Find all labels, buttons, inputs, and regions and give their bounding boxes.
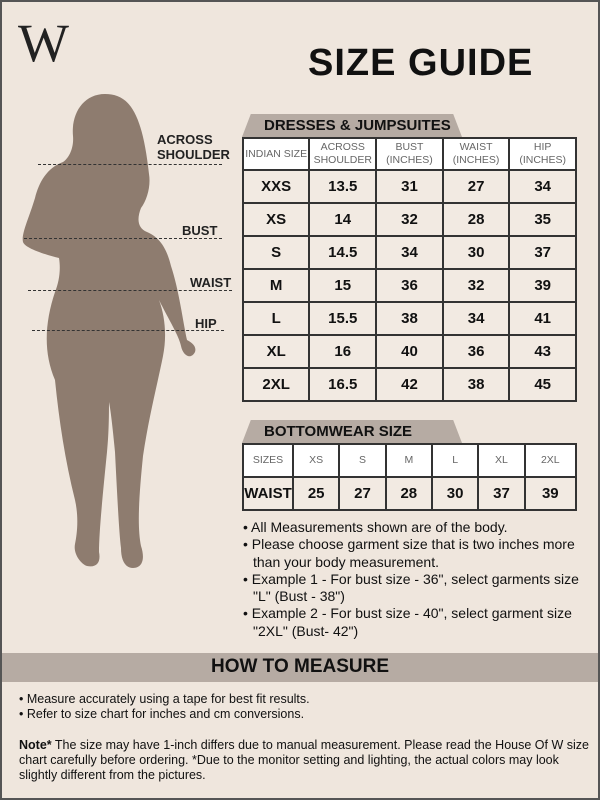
table-cell: XXS (241, 169, 311, 204)
dresses-tab: DRESSES & JUMPSUITES (242, 114, 462, 137)
table-cell: 39 (523, 476, 578, 511)
brand-logo: W (18, 13, 69, 73)
note-item: • All Measurements shown are of the body… (243, 519, 508, 535)
column-header: XL (477, 443, 526, 478)
column-header: HIP (INCHES) (508, 137, 577, 171)
table-cell: 34 (375, 235, 444, 270)
bust-line (24, 238, 222, 239)
table-cell: 31 (375, 169, 444, 204)
hip-label: HIP (195, 316, 217, 331)
table-row: M 15 36 32 39 (241, 268, 577, 303)
measure-item: • Measure accurately using a tape for be… (19, 692, 310, 706)
table-cell: 43 (508, 334, 577, 369)
dresses-size-table: INDIAN SIZE ACROSS SHOULDER BUST (INCHES) W… (241, 137, 577, 402)
table-cell: XS (241, 202, 311, 237)
bottomwear-tab: BOTTOMWEAR SIZE CHART (242, 420, 462, 443)
table-cell: 35 (508, 202, 577, 237)
header-row: SIZES XS S M L XL 2XL (242, 443, 578, 478)
table-cell: 30 (430, 476, 480, 511)
table-cell: L (241, 301, 311, 336)
table-cell: 45 (508, 367, 577, 402)
table-cell: 39 (508, 268, 577, 303)
table-cell: 37 (477, 476, 526, 511)
table-cell: 32 (375, 202, 444, 237)
table-cell: 38 (375, 301, 444, 336)
hip-line (32, 330, 224, 331)
note-item: • Please choose garment size that is two… (243, 536, 575, 570)
column-header: XS (291, 443, 341, 478)
note-item: • Example 1 - For bust size - 36", selec… (243, 570, 579, 605)
notes-list: • All Measurements shown are of the body… (243, 519, 583, 640)
table-cell: 40 (375, 334, 444, 369)
page-title: SIZE GUIDE (308, 42, 534, 84)
column-header: INDIAN SIZE (241, 137, 311, 171)
how-to-measure-heading: HOW TO MEASURE (2, 653, 598, 682)
column-header: L (430, 443, 480, 478)
measure-item: • Refer to size chart for inches and cm … (19, 707, 305, 721)
note-label: Note* (19, 738, 52, 752)
table-cell: 36 (375, 268, 444, 303)
column-header: 2XL (523, 443, 578, 478)
table-cell: 30 (441, 235, 511, 270)
table-cell: 27 (338, 476, 387, 511)
note-text: The size may have 1-inch differs due to … (19, 738, 589, 782)
disclaimer: Note* The size may have 1-inch differs d… (19, 738, 589, 783)
table-row: S 14.5 34 30 37 (241, 235, 577, 270)
table-cell: 14.5 (308, 235, 378, 270)
table-row: XL 16 40 36 43 (241, 334, 577, 369)
waist-label: WAIST (190, 275, 232, 290)
woman-silhouette (22, 94, 196, 568)
column-header: BUST (INCHES) (375, 137, 444, 171)
measure-list: • Measure accurately using a tape for be… (19, 692, 310, 722)
bust-label: BUST (182, 223, 218, 238)
table-cell: 15.5 (308, 301, 378, 336)
column-header: M (384, 443, 433, 478)
table-cell: 16.5 (308, 367, 378, 402)
table-cell: 32 (441, 268, 511, 303)
table-cell: 2XL (241, 367, 311, 402)
table-cell: 13.5 (308, 169, 378, 204)
table-cell: M (241, 268, 311, 303)
table-cell: 25 (291, 476, 341, 511)
table-cell: XL (241, 334, 311, 369)
column-header: ACROSS SHOULDER (308, 137, 378, 171)
table-cell: 28 (384, 476, 433, 511)
table-cell: S (241, 235, 311, 270)
table-cell: 15 (308, 268, 378, 303)
column-header: S (338, 443, 387, 478)
table-cell: 36 (441, 334, 511, 369)
table-cell: WAIST (242, 476, 294, 511)
column-header: SIZES (242, 443, 294, 478)
waist-line (28, 290, 232, 291)
table-cell: 34 (508, 169, 577, 204)
table-cell: 34 (441, 301, 511, 336)
across-shoulder-label: ACROSS SHOULDER (157, 132, 230, 162)
table-cell: 28 (441, 202, 511, 237)
table-row: L 15.5 38 34 41 (241, 301, 577, 336)
column-header: WAIST (INCHES) (441, 137, 511, 171)
table-cell: 37 (508, 235, 577, 270)
shoulder-line (38, 164, 222, 165)
note-item: • Example 2 - For bust size - 40", selec… (243, 605, 572, 639)
header-row: INDIAN SIZE ACROSS SHOULDER BUST (INCHES) W… (241, 137, 577, 171)
table-row: XXS 13.5 31 27 34 (241, 169, 577, 204)
bottomwear-size-table: SIZES XS S M L XL 2XL WAIST 25 27 28 30 37 39 (242, 443, 578, 511)
table-cell: 14 (308, 202, 378, 237)
table-cell: 16 (308, 334, 378, 369)
table-cell: 27 (441, 169, 511, 204)
table-cell: 41 (508, 301, 577, 336)
table-cell: 42 (375, 367, 444, 402)
table-row: WAIST 25 27 28 30 37 39 (242, 476, 578, 511)
table-row: 2XL 16.5 42 38 45 (241, 367, 577, 402)
table-row: XS 14 32 28 35 (241, 202, 577, 237)
table-cell: 38 (441, 367, 511, 402)
